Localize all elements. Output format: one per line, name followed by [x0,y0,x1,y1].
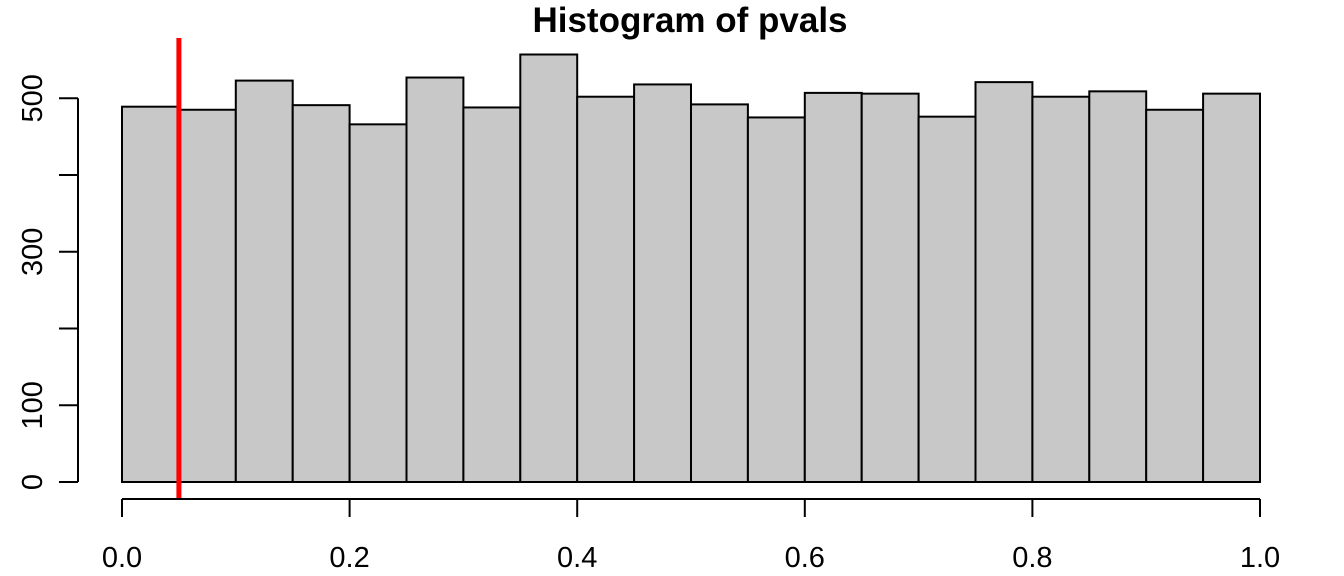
x-tick-label: 0.4 [557,542,597,574]
histogram-bar [1202,92,1261,484]
histogram-bar [234,79,294,483]
histogram-bar [803,91,863,483]
histogram-bar [974,81,1034,483]
y-tick-label: 300 [17,228,49,276]
y-tick-label: 0 [17,474,49,490]
histogram-bar [633,83,692,483]
chart-title: Histogram of pvals [532,1,847,40]
x-tick-label: 0.6 [785,542,825,574]
histogram-bar [1145,108,1205,483]
histogram-bar [519,53,579,483]
x-axis: 0.0 0.2 0.4 0.6 0.8 1.0 [102,498,1280,574]
histogram-bar [291,104,351,483]
histogram-bar [1031,95,1091,483]
histogram-bar [177,108,237,483]
histogram-bar [690,103,749,483]
histogram-bar [462,106,522,484]
y-tick-label: 100 [17,381,49,429]
histogram-bar [917,115,977,483]
histogram-bar [348,123,408,483]
histogram-bar [746,116,806,483]
x-tick-label: 0.0 [102,542,142,574]
x-tick-label: 0.2 [329,542,369,574]
histogram-bar [121,105,180,483]
bars-group [121,53,1261,484]
histogram-bar [576,95,636,483]
histogram-bar [405,76,465,483]
y-tick-label: 500 [17,74,49,122]
histogram-bar [860,92,920,484]
histogram-bar [1088,90,1148,483]
x-tick-label: 1.0 [1240,542,1280,574]
x-tick-label: 0.8 [1012,542,1052,574]
y-axis: 0 100 300 500 [17,74,79,490]
